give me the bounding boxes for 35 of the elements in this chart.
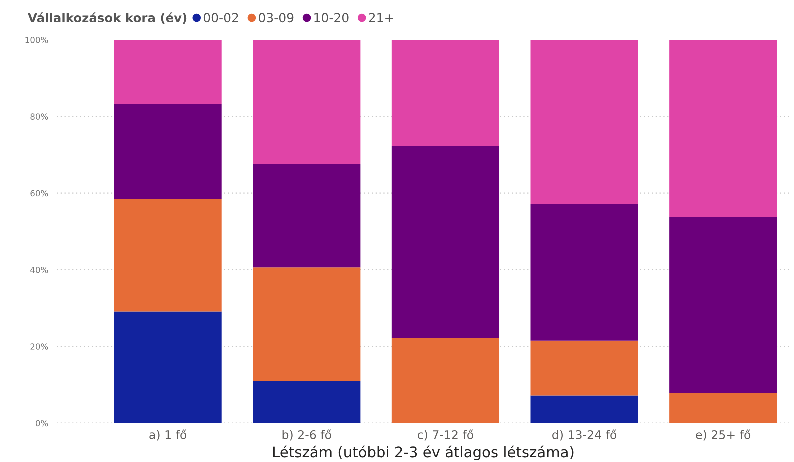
legend-label: 00-02: [204, 13, 238, 23]
bar: [530, 204, 638, 341]
legend-label: 10-20: [314, 13, 349, 23]
y-tick-label: 20%: [30, 344, 48, 350]
bar: [253, 268, 361, 382]
bar: [114, 40, 222, 104]
bar: [670, 40, 778, 218]
bar: [253, 382, 361, 424]
x-tick-label: b) 2-6 fő: [282, 430, 332, 441]
x-tick-label: e) 25+ fő: [696, 430, 751, 441]
bar: [114, 199, 222, 312]
y-tick-label: 100%: [26, 36, 48, 44]
y-tick-label: 40%: [30, 266, 48, 274]
bar: [253, 164, 361, 268]
y-tick-label: 80%: [30, 114, 48, 120]
bar: [530, 340, 638, 396]
legend-title: Vállalkozások kora (év): [28, 12, 187, 24]
x-axis-title: Létszám (utóbbi 2-3 év átlagos létszáma): [273, 446, 574, 461]
bar: [530, 396, 638, 424]
legend-label: 03-09: [259, 13, 294, 23]
x-tick-label: a) 1 fő: [150, 430, 187, 441]
legend-label: 21+: [369, 13, 394, 22]
bar: [392, 146, 500, 338]
x-tick-label: c) 7-12 fő: [418, 430, 474, 441]
bar: [253, 40, 361, 164]
y-tick-label: 60%: [30, 190, 48, 197]
bar: [114, 312, 222, 424]
bar: [114, 104, 222, 200]
bar: [392, 40, 500, 146]
y-tick-label: 0%: [36, 420, 48, 427]
x-tick-label: d) 13-24 fő: [552, 430, 617, 441]
bar: [670, 393, 778, 424]
bar: [392, 338, 500, 424]
bar: [670, 217, 778, 394]
bar: [530, 40, 638, 204]
